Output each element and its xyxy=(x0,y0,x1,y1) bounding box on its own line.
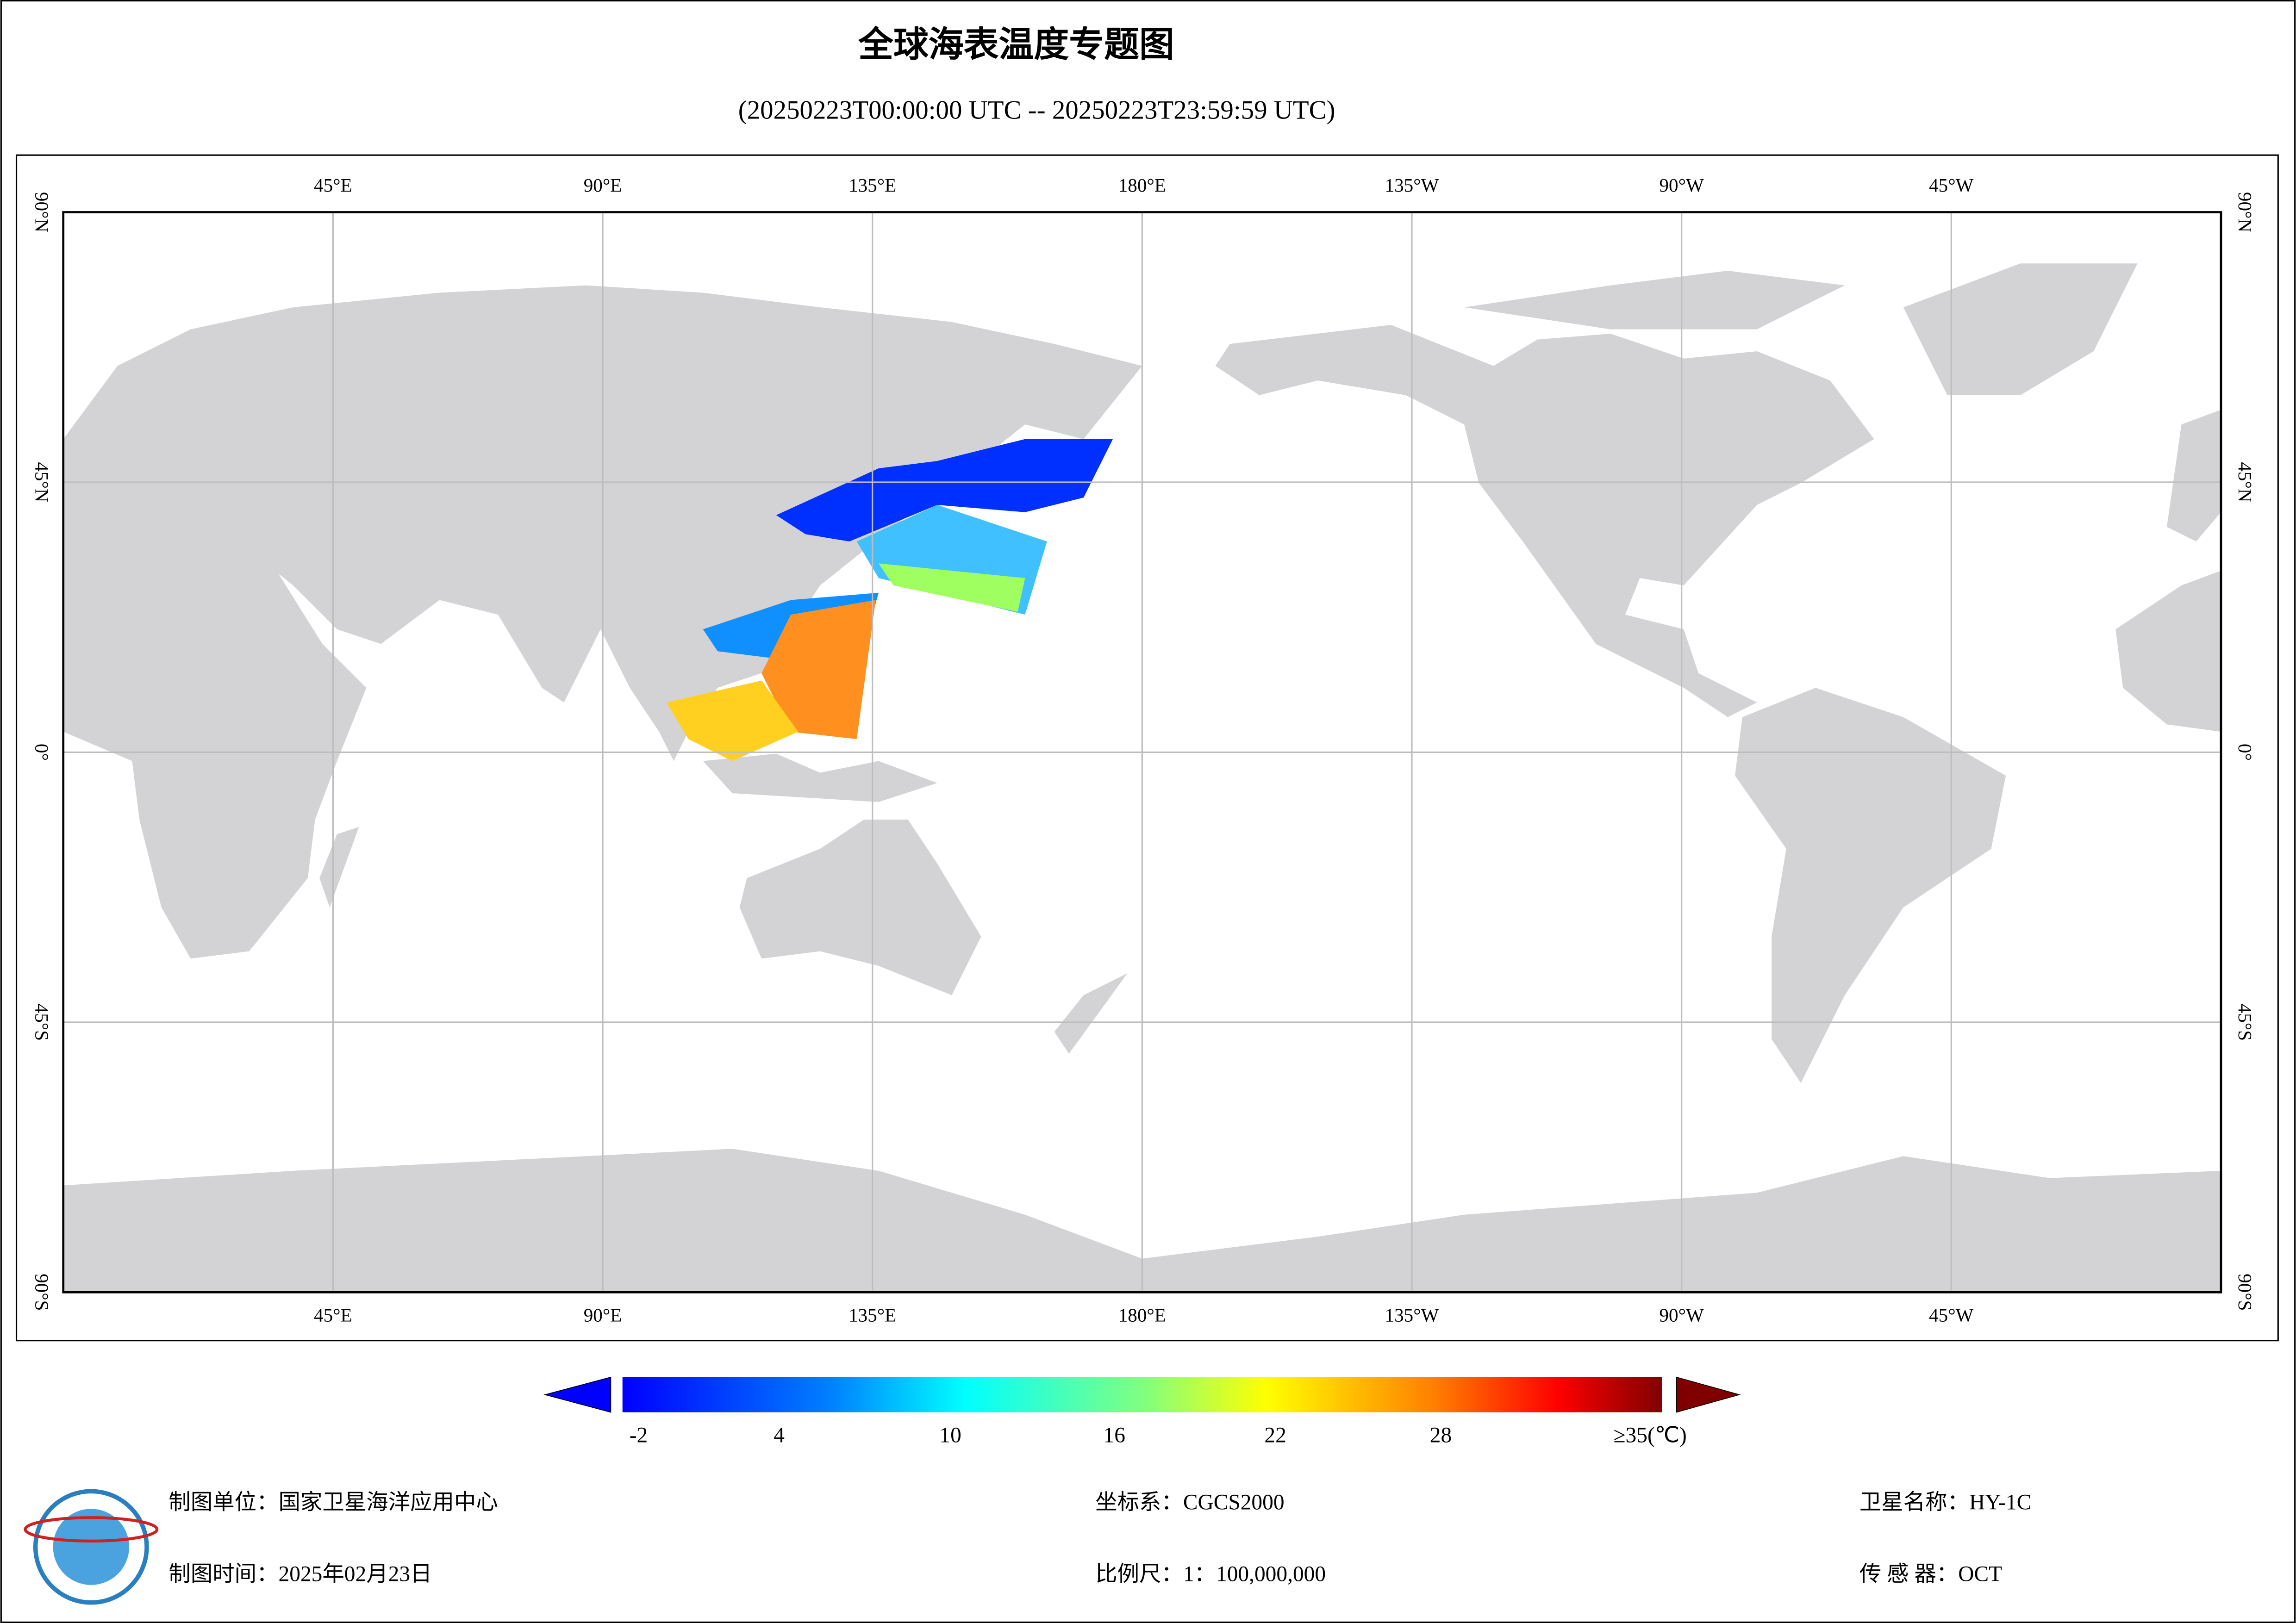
map-scale: 比例尺：1：100,000,000 xyxy=(1095,1562,1326,1586)
north-america xyxy=(1215,325,1874,717)
madagascar xyxy=(319,827,359,908)
colorbar-label: 16 xyxy=(1104,1423,1125,1447)
west-africa xyxy=(2115,571,2221,732)
top-lon-label: 90°E xyxy=(584,174,622,196)
bottom-lon-label: 90°E xyxy=(584,1305,622,1326)
colorbar-high-arrow xyxy=(1676,1376,1741,1413)
colorbar-low-arrow xyxy=(543,1376,611,1413)
sst-swath-green xyxy=(879,563,1025,612)
top-lon-label: 180°E xyxy=(1118,174,1166,196)
maritime-asia xyxy=(703,753,937,802)
bottom-lon-label: 135°W xyxy=(1385,1305,1439,1326)
colorbar-labels: -2 4 10 16 22 28 ≥35(℃) xyxy=(630,1423,1687,1447)
sst-swath-south xyxy=(761,600,876,739)
australia xyxy=(739,819,981,995)
bottom-lon-label: 45°E xyxy=(314,1305,352,1326)
sst-swath-sea xyxy=(666,680,799,761)
satellite: 卫星名称：HY-1C xyxy=(1859,1491,2031,1515)
logo xyxy=(24,1489,159,1605)
south-america xyxy=(1735,688,2006,1083)
subtitle: (20250223T00:00:00 UTC -- 20250223T23:59… xyxy=(738,96,1335,125)
right-lat-label: 90°N xyxy=(2234,192,2256,232)
colorbar xyxy=(622,1377,1662,1412)
top-lon-label: 90°W xyxy=(1659,174,1704,196)
map-border xyxy=(62,211,2222,1293)
logo-orbit xyxy=(24,1516,159,1543)
right-lat-label: 45°N xyxy=(2234,462,2256,502)
right-lat-label: 45°S xyxy=(2234,1004,2256,1041)
europe-west xyxy=(2166,410,2221,542)
left-lat-label: 90°N xyxy=(31,192,53,232)
map-date: 制图时间：2025年02月23日 xyxy=(168,1562,432,1586)
new-zealand xyxy=(1054,973,1128,1054)
left-lat-label: 0° xyxy=(31,744,53,761)
bottom-lon-label: 45°W xyxy=(1929,1305,1974,1326)
right-lat-label: 0° xyxy=(2234,744,2256,761)
sst-swath-north xyxy=(776,439,1113,542)
colorbar-label: 10 xyxy=(939,1423,961,1447)
top-lon-label: 135°W xyxy=(1385,174,1439,196)
top-lon-label: 135°E xyxy=(849,174,896,196)
logo-globe xyxy=(53,1509,130,1585)
colorbar-label: -2 xyxy=(630,1423,648,1447)
colorbar-label: 28 xyxy=(1430,1423,1452,1447)
colorbar-label: 22 xyxy=(1264,1423,1286,1447)
bottom-lon-label: 90°W xyxy=(1659,1305,1704,1326)
producer: 制图单位：国家卫星海洋应用中心 xyxy=(168,1491,498,1515)
map-frame xyxy=(15,154,2279,1342)
top-lon-label: 45°E xyxy=(314,174,352,196)
colorbar-label: ≥35(℃) xyxy=(1614,1423,1687,1447)
right-lat-label: 90°S xyxy=(2234,1274,2256,1311)
coordinate-system: 坐标系：CGCS2000 xyxy=(1095,1491,1284,1515)
title: 全球海表温度专题图 xyxy=(858,25,1174,64)
sensor: 传 感 器：OCT xyxy=(1859,1562,2002,1586)
top-lon-label: 45°W xyxy=(1929,174,1974,196)
left-lat-label: 45°N xyxy=(31,462,53,502)
bottom-lon-label: 135°E xyxy=(849,1305,896,1326)
bottom-lon-label: 180°E xyxy=(1118,1305,1166,1326)
map xyxy=(62,211,2222,1293)
greenland xyxy=(1903,263,2138,395)
colorbar-label: 4 xyxy=(774,1423,785,1447)
left-lat-label: 90°S xyxy=(31,1274,53,1311)
arctic-islands xyxy=(1464,271,1845,330)
left-lat-label: 45°S xyxy=(31,1004,53,1041)
